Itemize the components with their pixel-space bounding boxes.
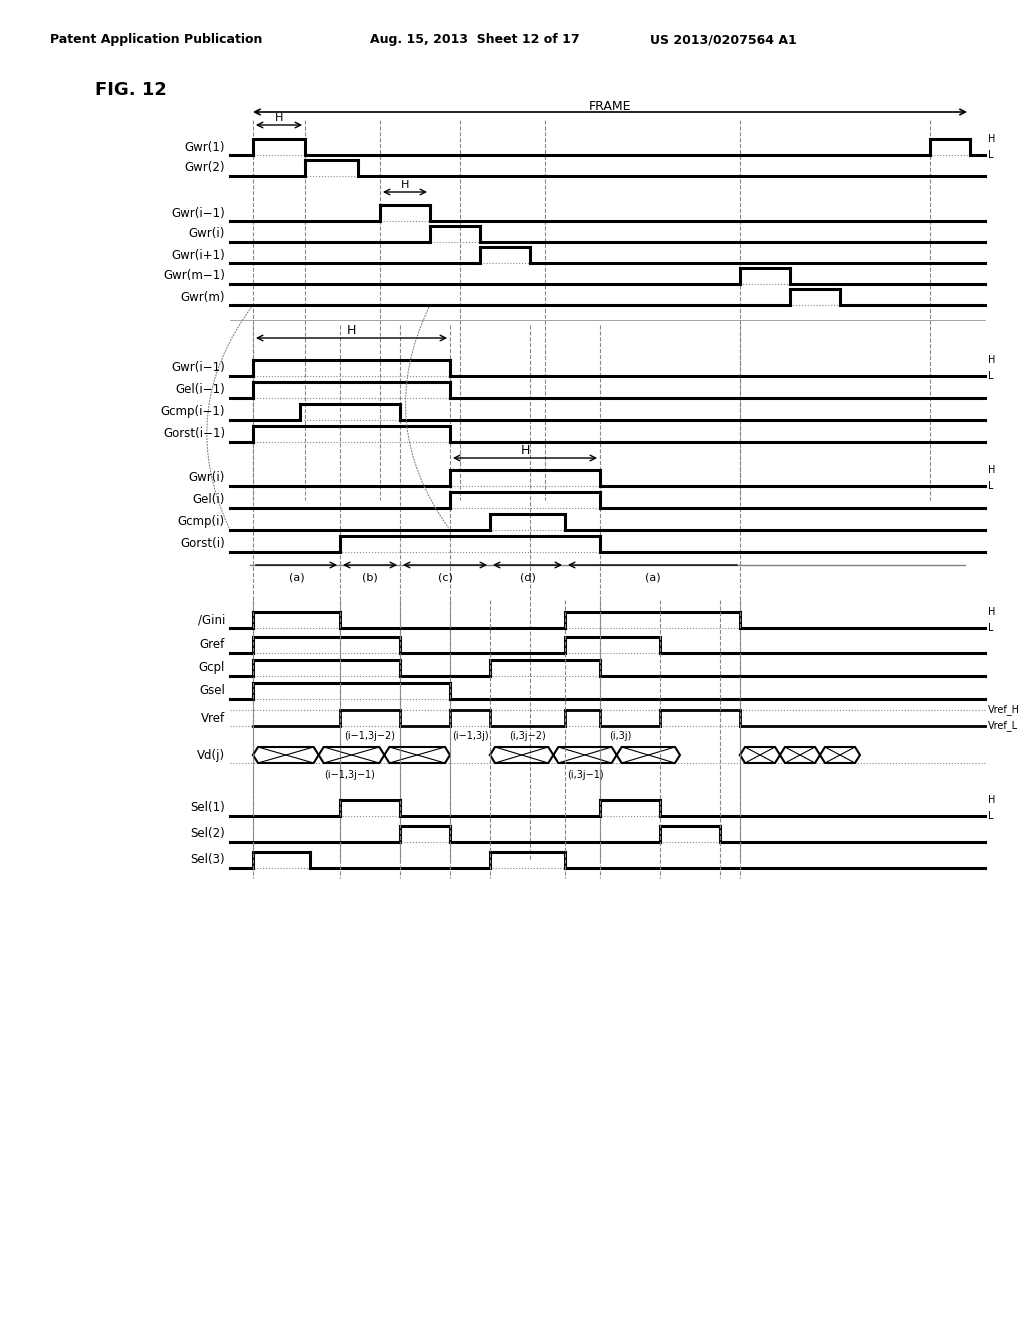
Text: H: H (520, 445, 529, 458)
Text: H: H (988, 607, 995, 616)
Text: Sel(2): Sel(2) (190, 828, 225, 841)
Text: Vref_L: Vref_L (988, 721, 1018, 731)
Text: L: L (988, 371, 993, 381)
Text: Gwr(m): Gwr(m) (180, 290, 225, 304)
Text: US 2013/0207564 A1: US 2013/0207564 A1 (650, 33, 797, 46)
Text: Vd(j): Vd(j) (197, 748, 225, 762)
Text: (d): (d) (519, 572, 536, 582)
Text: Gsel: Gsel (199, 685, 225, 697)
Text: Gwr(i−1): Gwr(i−1) (171, 362, 225, 375)
Text: Sel(1): Sel(1) (190, 801, 225, 814)
Text: Gwr(1): Gwr(1) (184, 140, 225, 153)
Text: Gel(i−1): Gel(i−1) (175, 384, 225, 396)
Text: Gwr(m−1): Gwr(m−1) (163, 269, 225, 282)
Text: (i−1,3j): (i−1,3j) (452, 731, 488, 741)
Text: (i−1,3j−1): (i−1,3j−1) (325, 770, 376, 780)
Text: Patent Application Publication: Patent Application Publication (50, 33, 262, 46)
Text: Gel(i): Gel(i) (193, 494, 225, 507)
Text: (b): (b) (362, 572, 378, 582)
Text: (a): (a) (645, 572, 660, 582)
Text: /Gini: /Gini (198, 614, 225, 627)
Text: L: L (988, 810, 993, 821)
Text: Gref: Gref (200, 639, 225, 652)
Text: H: H (274, 114, 284, 123)
Text: H: H (988, 135, 995, 144)
Text: Gwr(i): Gwr(i) (188, 471, 225, 484)
Text: Gcmp(i−1): Gcmp(i−1) (161, 405, 225, 418)
Text: Gwr(2): Gwr(2) (184, 161, 225, 174)
Text: FRAME: FRAME (589, 99, 631, 112)
Text: H: H (988, 795, 995, 805)
Text: Gcmp(i): Gcmp(i) (178, 516, 225, 528)
Text: L: L (988, 150, 993, 160)
Text: Gwr(i): Gwr(i) (188, 227, 225, 240)
Text: (a): (a) (289, 572, 304, 582)
Text: L: L (988, 480, 993, 491)
Text: Aug. 15, 2013  Sheet 12 of 17: Aug. 15, 2013 Sheet 12 of 17 (370, 33, 580, 46)
Text: (c): (c) (437, 572, 453, 582)
Text: Gorst(i): Gorst(i) (180, 537, 225, 550)
Text: (i−1,3j−2): (i−1,3j−2) (344, 731, 395, 741)
Text: H: H (400, 180, 410, 190)
Text: Gorst(i−1): Gorst(i−1) (163, 428, 225, 441)
Text: Sel(3): Sel(3) (190, 854, 225, 866)
Text: L: L (988, 623, 993, 634)
Text: Vref: Vref (201, 711, 225, 725)
Text: FIG. 12: FIG. 12 (95, 81, 167, 99)
Text: Vref_H: Vref_H (988, 705, 1020, 715)
Text: Gwr(i−1): Gwr(i−1) (171, 206, 225, 219)
Text: (i,3j): (i,3j) (609, 731, 631, 741)
Text: H: H (347, 325, 356, 338)
Text: Gcpl: Gcpl (199, 661, 225, 675)
Text: Gwr(i+1): Gwr(i+1) (171, 248, 225, 261)
Text: H: H (988, 355, 995, 366)
Text: (i,3j−1): (i,3j−1) (566, 770, 603, 780)
Text: H: H (988, 465, 995, 475)
Text: (i,3j−2): (i,3j−2) (509, 731, 546, 741)
